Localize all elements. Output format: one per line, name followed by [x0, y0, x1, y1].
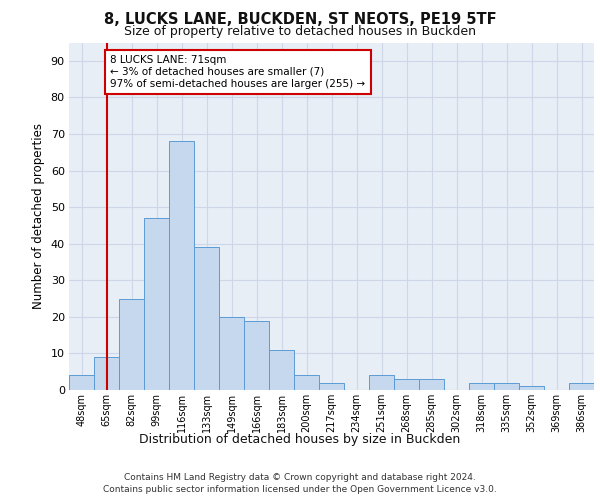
Bar	[394, 379, 419, 390]
Bar	[144, 218, 169, 390]
Bar	[494, 382, 519, 390]
Text: Contains HM Land Registry data © Crown copyright and database right 2024.: Contains HM Land Registry data © Crown c…	[124, 472, 476, 482]
Bar	[469, 382, 494, 390]
Bar	[269, 350, 294, 390]
Bar	[294, 376, 319, 390]
Bar	[219, 317, 244, 390]
Bar	[69, 376, 94, 390]
Bar	[119, 298, 144, 390]
Text: Size of property relative to detached houses in Buckden: Size of property relative to detached ho…	[124, 25, 476, 38]
Bar	[94, 357, 119, 390]
Bar	[369, 376, 394, 390]
Bar	[244, 320, 269, 390]
Bar	[419, 379, 444, 390]
Bar	[319, 382, 344, 390]
Text: Distribution of detached houses by size in Buckden: Distribution of detached houses by size …	[139, 432, 461, 446]
Bar	[194, 248, 219, 390]
Y-axis label: Number of detached properties: Number of detached properties	[32, 123, 45, 309]
Bar	[569, 382, 594, 390]
Text: 8 LUCKS LANE: 71sqm
← 3% of detached houses are smaller (7)
97% of semi-detached: 8 LUCKS LANE: 71sqm ← 3% of detached hou…	[110, 56, 365, 88]
Text: 8, LUCKS LANE, BUCKDEN, ST NEOTS, PE19 5TF: 8, LUCKS LANE, BUCKDEN, ST NEOTS, PE19 5…	[104, 12, 496, 28]
Bar	[169, 142, 194, 390]
Text: Contains public sector information licensed under the Open Government Licence v3: Contains public sector information licen…	[103, 485, 497, 494]
Bar	[519, 386, 544, 390]
